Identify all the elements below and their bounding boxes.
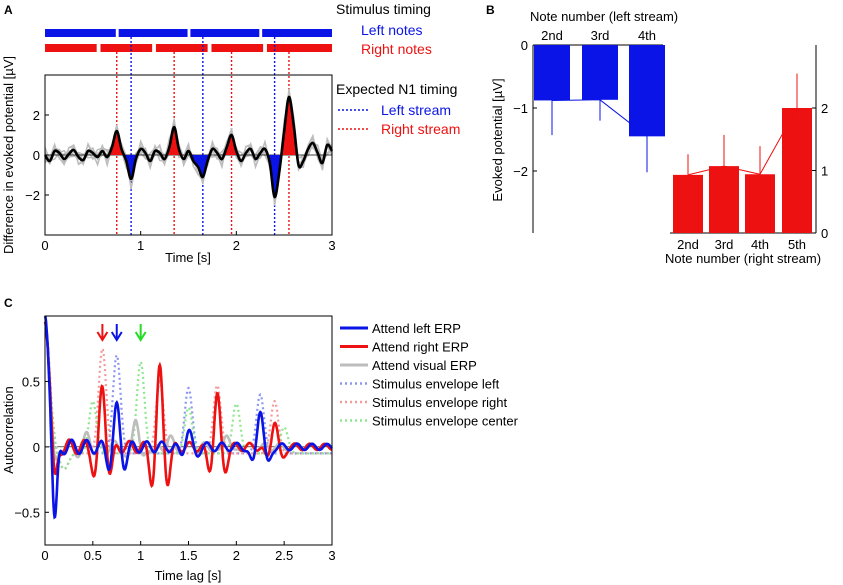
y-tick-label: 2 <box>33 108 40 123</box>
left-note-bar <box>45 29 116 37</box>
y-tick-label: −0.5 <box>14 505 40 520</box>
legend-label: Attend right ERP <box>372 340 469 355</box>
right-category-label: 5th <box>788 237 806 252</box>
panel-c-ticks: 0 0.5 1 1.5 2 2.5 3 −0.5 0 0.5 <box>14 374 335 563</box>
left-stream-bar <box>582 45 618 100</box>
panel-b-label: B <box>486 3 495 17</box>
stimulus-timing-title: Stimulus timing <box>336 1 431 17</box>
panel-b-bottom-xlabel: Note number (right stream) <box>665 251 821 266</box>
panel-b: B Note number (left stream) 0 −1 −2 2nd 3rd 4… <box>486 3 828 266</box>
y-tick-label: 0 <box>33 440 40 455</box>
peak-arrow-head <box>96 331 109 342</box>
legend-label: Stimulus envelope right <box>372 395 508 410</box>
panel-a-plot <box>43 88 334 206</box>
panel-b-top-xlabel: Note number (left stream) <box>530 9 678 24</box>
left-note-bar <box>190 29 260 37</box>
peak-arrow-head <box>134 331 147 342</box>
legend-label: Attend visual ERP <box>372 358 477 373</box>
left-mean-line <box>551 99 648 137</box>
peak-arrow-head <box>110 331 123 342</box>
left-y-tick-label: 0 <box>521 38 528 53</box>
panel-a-xlabel: Time [s] <box>165 250 211 265</box>
legend-label: Stimulus envelope center <box>372 414 519 429</box>
right-stream-bar <box>673 174 703 233</box>
panel-c-ylabel: Autocorrelation <box>1 386 16 473</box>
left-category-label: 3rd <box>591 28 610 43</box>
right-y-tick-label: 1 <box>821 164 828 179</box>
left-stream-label: Left stream <box>381 102 451 118</box>
x-tick-label: 1 <box>137 548 144 563</box>
right-y-tick-label: 0 <box>821 226 828 241</box>
panel-a: A Stimulus timing Left notes Right notes… <box>1 1 460 265</box>
left-y-tick-label: −1 <box>513 101 528 116</box>
y-tick-label: 0 <box>33 148 40 163</box>
panel-b-ylabel: Evoked potential [µV] <box>490 78 505 201</box>
panel-c-xlabel: Time lag [s] <box>155 568 222 583</box>
x-tick-label: 0 <box>41 238 48 253</box>
left-stream-bar <box>534 45 570 101</box>
right-stream-bar <box>745 174 775 233</box>
panel-a-ylabel: Difference in evoked potential [µV] <box>1 56 16 254</box>
left-stream-bar <box>629 45 665 137</box>
right-note-bar <box>45 44 97 52</box>
right-mean-line <box>687 107 798 176</box>
right-note-bar <box>266 44 332 52</box>
left-category-label: 4th <box>638 28 656 43</box>
x-tick-label: 0 <box>41 548 48 563</box>
y-tick-label: 0.5 <box>22 374 40 389</box>
right-note-bar <box>155 44 208 52</box>
right-n1-lobe <box>281 97 297 155</box>
x-tick-label: 0.5 <box>84 548 102 563</box>
right-stream-bar <box>709 166 739 233</box>
panel-c: C 0 0.5 1 1.5 2 2.5 3−0.500.5 Attend left ERPA… <box>1 296 519 583</box>
panel-a-ticks: 0 1 2 3 −2 0 2 <box>25 108 335 253</box>
x-tick-label: 1 <box>137 238 144 253</box>
left-notes-label: Left notes <box>361 22 423 38</box>
panel-b-plot: 0 −1 −2 2nd 3rd 4th 0 1 2 2nd 3rd 4th 5th <box>513 28 828 252</box>
left-note-bar <box>262 29 332 37</box>
right-category-label: 2nd <box>677 237 699 252</box>
x-tick-label: 3 <box>328 238 335 253</box>
left-n1-lobe <box>190 155 211 177</box>
mean-trace <box>43 95 334 199</box>
right-y-tick-label: 2 <box>821 101 828 116</box>
n1-timing-title: Expected N1 timing <box>336 81 457 97</box>
left-category-label: 2nd <box>541 28 563 43</box>
right-stream-label: Right stream <box>381 121 460 137</box>
series-attend-left-erp <box>43 315 333 520</box>
right-category-label: 3rd <box>715 237 734 252</box>
legend-label: Attend left ERP <box>372 321 461 336</box>
left-y-tick-label: −2 <box>513 164 528 179</box>
left-note-bar <box>118 29 188 37</box>
x-tick-label: 3 <box>328 548 335 563</box>
x-tick-label: 2 <box>233 238 240 253</box>
y-tick-label: −2 <box>25 188 40 203</box>
panel-c-label: C <box>4 296 13 310</box>
series-attend-right-erp <box>43 321 333 488</box>
panel-c-plot <box>43 315 333 520</box>
right-stream-bar <box>782 108 812 233</box>
legend-label: Stimulus envelope left <box>372 377 500 392</box>
right-note-bar <box>100 44 153 52</box>
x-tick-label: 2 <box>233 548 240 563</box>
panel-a-label: A <box>4 3 13 17</box>
right-category-label: 4th <box>751 237 769 252</box>
panel-c-legend: Attend left ERP Attend right ERP Attend vi… <box>340 321 519 429</box>
x-tick-label: 1.5 <box>179 548 197 563</box>
stimulus-timing-bars <box>45 29 332 235</box>
x-tick-label: 2.5 <box>275 548 293 563</box>
right-note-bar <box>211 44 264 52</box>
right-notes-label: Right notes <box>361 41 432 57</box>
